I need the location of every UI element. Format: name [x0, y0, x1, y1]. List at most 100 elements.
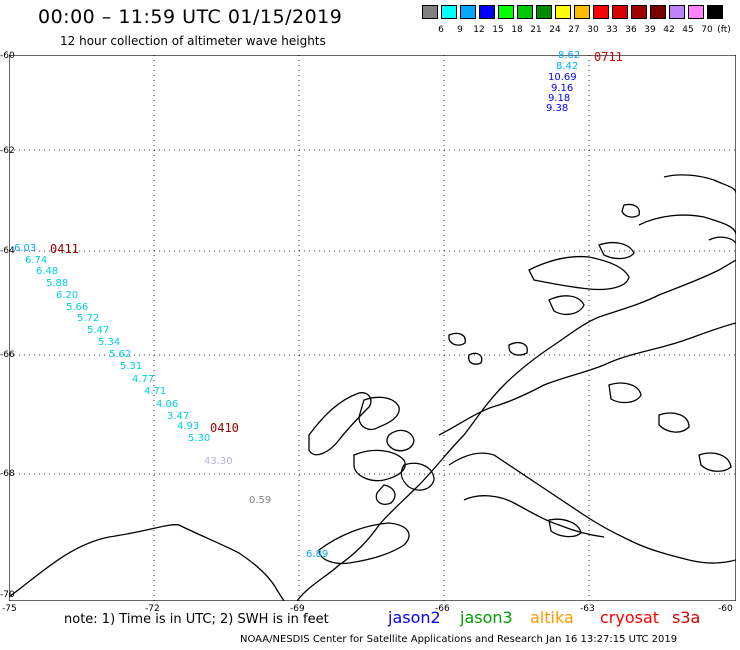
swh-observation: 6.48: [36, 266, 59, 277]
swh-observation: 43.30: [204, 456, 233, 467]
swh-observation: 6.20: [56, 290, 79, 301]
legend-swatch: [612, 5, 628, 19]
legend-unit: (ft): [717, 25, 731, 35]
lat-label: -68: [0, 469, 15, 479]
track-label: 0411: [50, 242, 79, 256]
legend-swatch: [479, 5, 495, 19]
swh-observation: 5.34: [98, 337, 121, 348]
swh-observation: 4.71: [144, 386, 167, 397]
legend-swatch: [422, 5, 438, 19]
legend-label: 42: [663, 25, 675, 35]
lat-label: -64: [0, 246, 15, 256]
ice-island-4: [698, 452, 732, 472]
lat-label: -66: [0, 350, 15, 360]
legend-swatch: [688, 5, 704, 19]
legend-label: 45: [682, 25, 694, 35]
legend-swatch: [441, 5, 457, 19]
legend-label: 15: [492, 25, 504, 35]
lon-label: -75: [2, 604, 17, 614]
legend-label: 27: [568, 25, 580, 35]
legend-swatch: [707, 5, 723, 19]
swh-observation: 5.30: [188, 433, 211, 444]
legend-swatch: [669, 5, 685, 19]
ice-island-2: [658, 412, 690, 433]
legend-label: 33: [606, 25, 618, 35]
north-island-2: [598, 242, 635, 260]
lon-label: -63: [580, 604, 595, 614]
peninsula-coast: [9, 524, 285, 601]
swh-observation: 5.72: [77, 313, 100, 324]
island-coast-2: [358, 396, 400, 431]
lat-label: -60: [0, 51, 15, 61]
north-island-9: [468, 352, 483, 365]
swh-observation: 4.06: [156, 399, 179, 410]
legend-label: 36: [625, 25, 637, 35]
island-coast-4: [400, 462, 435, 491]
bay-coast-1: [318, 522, 410, 565]
legend-label: 24: [549, 25, 561, 35]
legend-swatch: [517, 5, 533, 19]
swh-observation: 9.16: [551, 83, 574, 94]
north-island-4: [663, 174, 736, 194]
swh-observation: 9.18: [548, 93, 571, 104]
satellite-altika: altika: [530, 608, 574, 627]
legend-label: 9: [457, 25, 463, 35]
north-island-7: [708, 236, 736, 244]
north-island-8: [448, 332, 466, 346]
lon-label: -72: [145, 604, 160, 614]
legend-swatch: [460, 5, 476, 19]
ice-shelf-coast: [448, 452, 736, 564]
legend-label: 39: [644, 25, 656, 35]
legend-swatch: [650, 5, 666, 19]
legend-swatch: [631, 5, 647, 19]
island-coast-6: [386, 429, 415, 452]
legend-label: 18: [511, 25, 523, 35]
satellite-jason3: jason3: [460, 608, 513, 627]
north-island-5: [548, 295, 585, 316]
island-coast-3: [353, 449, 406, 482]
credit-footer: NOAA/NESDIS Center for Satellite Applica…: [240, 634, 678, 645]
lon-label: -60: [718, 604, 733, 614]
swh-observation: 6.74: [25, 255, 48, 266]
track-label: 0410: [210, 421, 239, 435]
north-island-10: [508, 342, 528, 356]
ice-island-3: [548, 518, 582, 538]
swh-observation: 5.31: [120, 361, 143, 372]
coastline: [9, 174, 736, 601]
swh-observation: 5.66: [66, 302, 89, 313]
north-island-1: [528, 255, 630, 291]
north-island-6: [621, 203, 640, 218]
swh-observation: 8.62: [558, 50, 581, 61]
swh-observation: 0.59: [249, 495, 272, 506]
swh-observation: 5.88: [46, 278, 69, 289]
lon-label: -69: [290, 604, 305, 614]
legend-label: 70: [701, 25, 713, 35]
swh-observation: 5.62: [109, 349, 132, 360]
swh-observation: 4.93: [177, 421, 200, 432]
satellite-jason2: jason2: [388, 608, 441, 627]
lat-label: -62: [0, 146, 15, 156]
swh-observation: 10.69: [548, 72, 577, 83]
legend-swatch: [555, 5, 571, 19]
footnote: note: 1) Time is in UTC; 2) SWH is in fe…: [64, 612, 329, 627]
legend-label: 30: [587, 25, 599, 35]
satellite-s3a: s3a: [672, 608, 701, 627]
swh-observation: 8.42: [556, 61, 579, 72]
legend-swatch: [498, 5, 514, 19]
track-label: 0711: [594, 50, 623, 64]
ice-island-1: [608, 382, 642, 404]
page-title: 00:00 – 11:59 UTC 01/15/2019: [38, 6, 343, 28]
swh-observation: 3.47: [167, 411, 190, 422]
peninsula-east-coast: [296, 259, 736, 601]
legend-swatch: [574, 5, 590, 19]
map-frame: [9, 55, 736, 601]
swh-observation: 5.47: [87, 325, 110, 336]
legend-label: 12: [473, 25, 485, 35]
map-plot: [9, 55, 736, 601]
legend-label: 21: [530, 25, 542, 35]
east-coast-2: [438, 322, 736, 436]
swh-observation: 6.03: [14, 243, 37, 254]
page-subtitle: 12 hour collection of altimeter wave hei…: [60, 34, 326, 48]
island-coast-1: [308, 392, 372, 456]
north-island-3: [638, 214, 736, 236]
